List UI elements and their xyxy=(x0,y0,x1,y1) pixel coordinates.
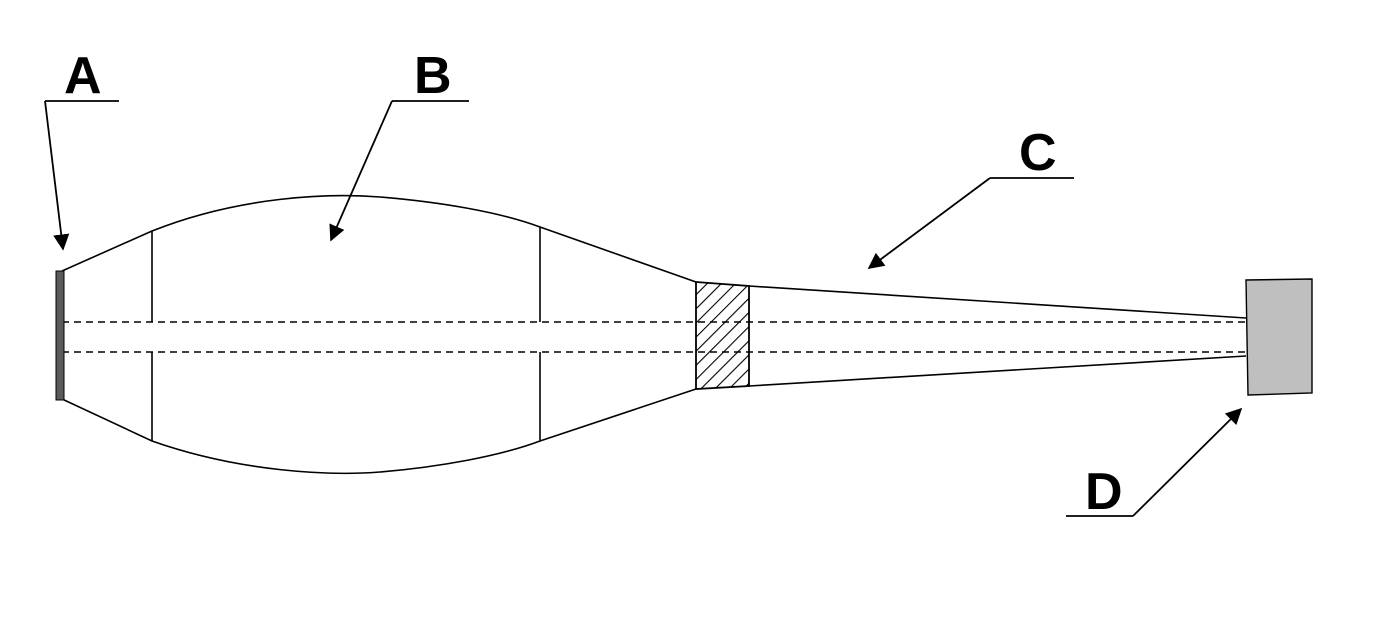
label-c: C xyxy=(1019,124,1057,182)
hatched-joint xyxy=(695,281,750,390)
part-d-block xyxy=(1245,278,1313,396)
label-d: D xyxy=(1085,463,1123,521)
tube-outline-upper xyxy=(748,285,1247,319)
leader-d-arrow xyxy=(1132,407,1243,517)
tube-outline-lower xyxy=(748,355,1247,387)
label-a: A xyxy=(64,47,102,105)
bulb-body-outline-lower xyxy=(61,388,697,475)
part-a-end-plate xyxy=(55,270,65,401)
leader-c-arrow xyxy=(867,177,991,269)
bulb-body-outline xyxy=(61,194,697,283)
leader-b-arrow xyxy=(329,100,393,242)
leader-a-arrow xyxy=(44,100,70,251)
label-b: B xyxy=(414,47,452,105)
